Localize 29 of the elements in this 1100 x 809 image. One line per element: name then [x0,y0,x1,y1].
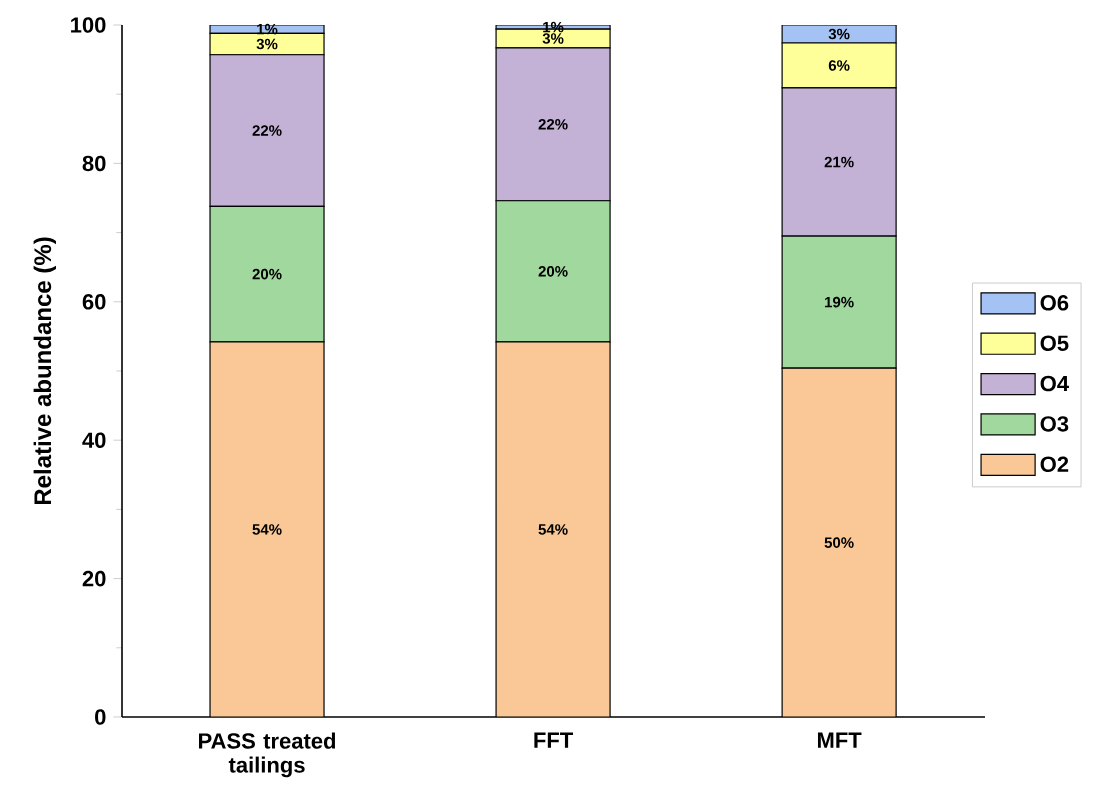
data-label: 50% [824,537,854,548]
data-label: 54% [538,524,568,535]
y-tick-label: 80 [82,155,106,172]
legend-label: O4 [1040,375,1069,392]
data-label: 20% [538,266,568,277]
data-label: 20% [252,268,282,280]
data-label: 22% [538,119,568,130]
data-label: 1% [543,21,564,33]
y-axis-title: Relative abundance (%) [33,237,56,505]
data-label: 19% [825,296,854,308]
data-label: 22% [252,125,282,136]
y-tick-label: 100 [71,17,106,33]
y-tick-label: 40 [82,432,106,448]
data-label: 3% [828,28,850,40]
x-tick-label: FFT [534,732,573,748]
x-tick-label: MFT [817,732,862,748]
data-label: 6% [828,60,850,71]
legend-label: O2 [1040,456,1069,473]
y-tick-label: 0 [95,709,106,725]
legend-label: O6 [1040,295,1069,311]
legend-label: O3 [1040,416,1069,432]
data-label: 54% [252,524,282,535]
x-tick-label: PASS treated tailings [199,732,336,778]
data-label: 3% [542,33,564,44]
legend-label: O5 [1040,335,1069,351]
y-tick-label: 20 [82,570,106,587]
data-label: 21% [824,156,854,168]
data-label: 3% [256,38,278,50]
y-tick-label: 60 [82,294,106,310]
